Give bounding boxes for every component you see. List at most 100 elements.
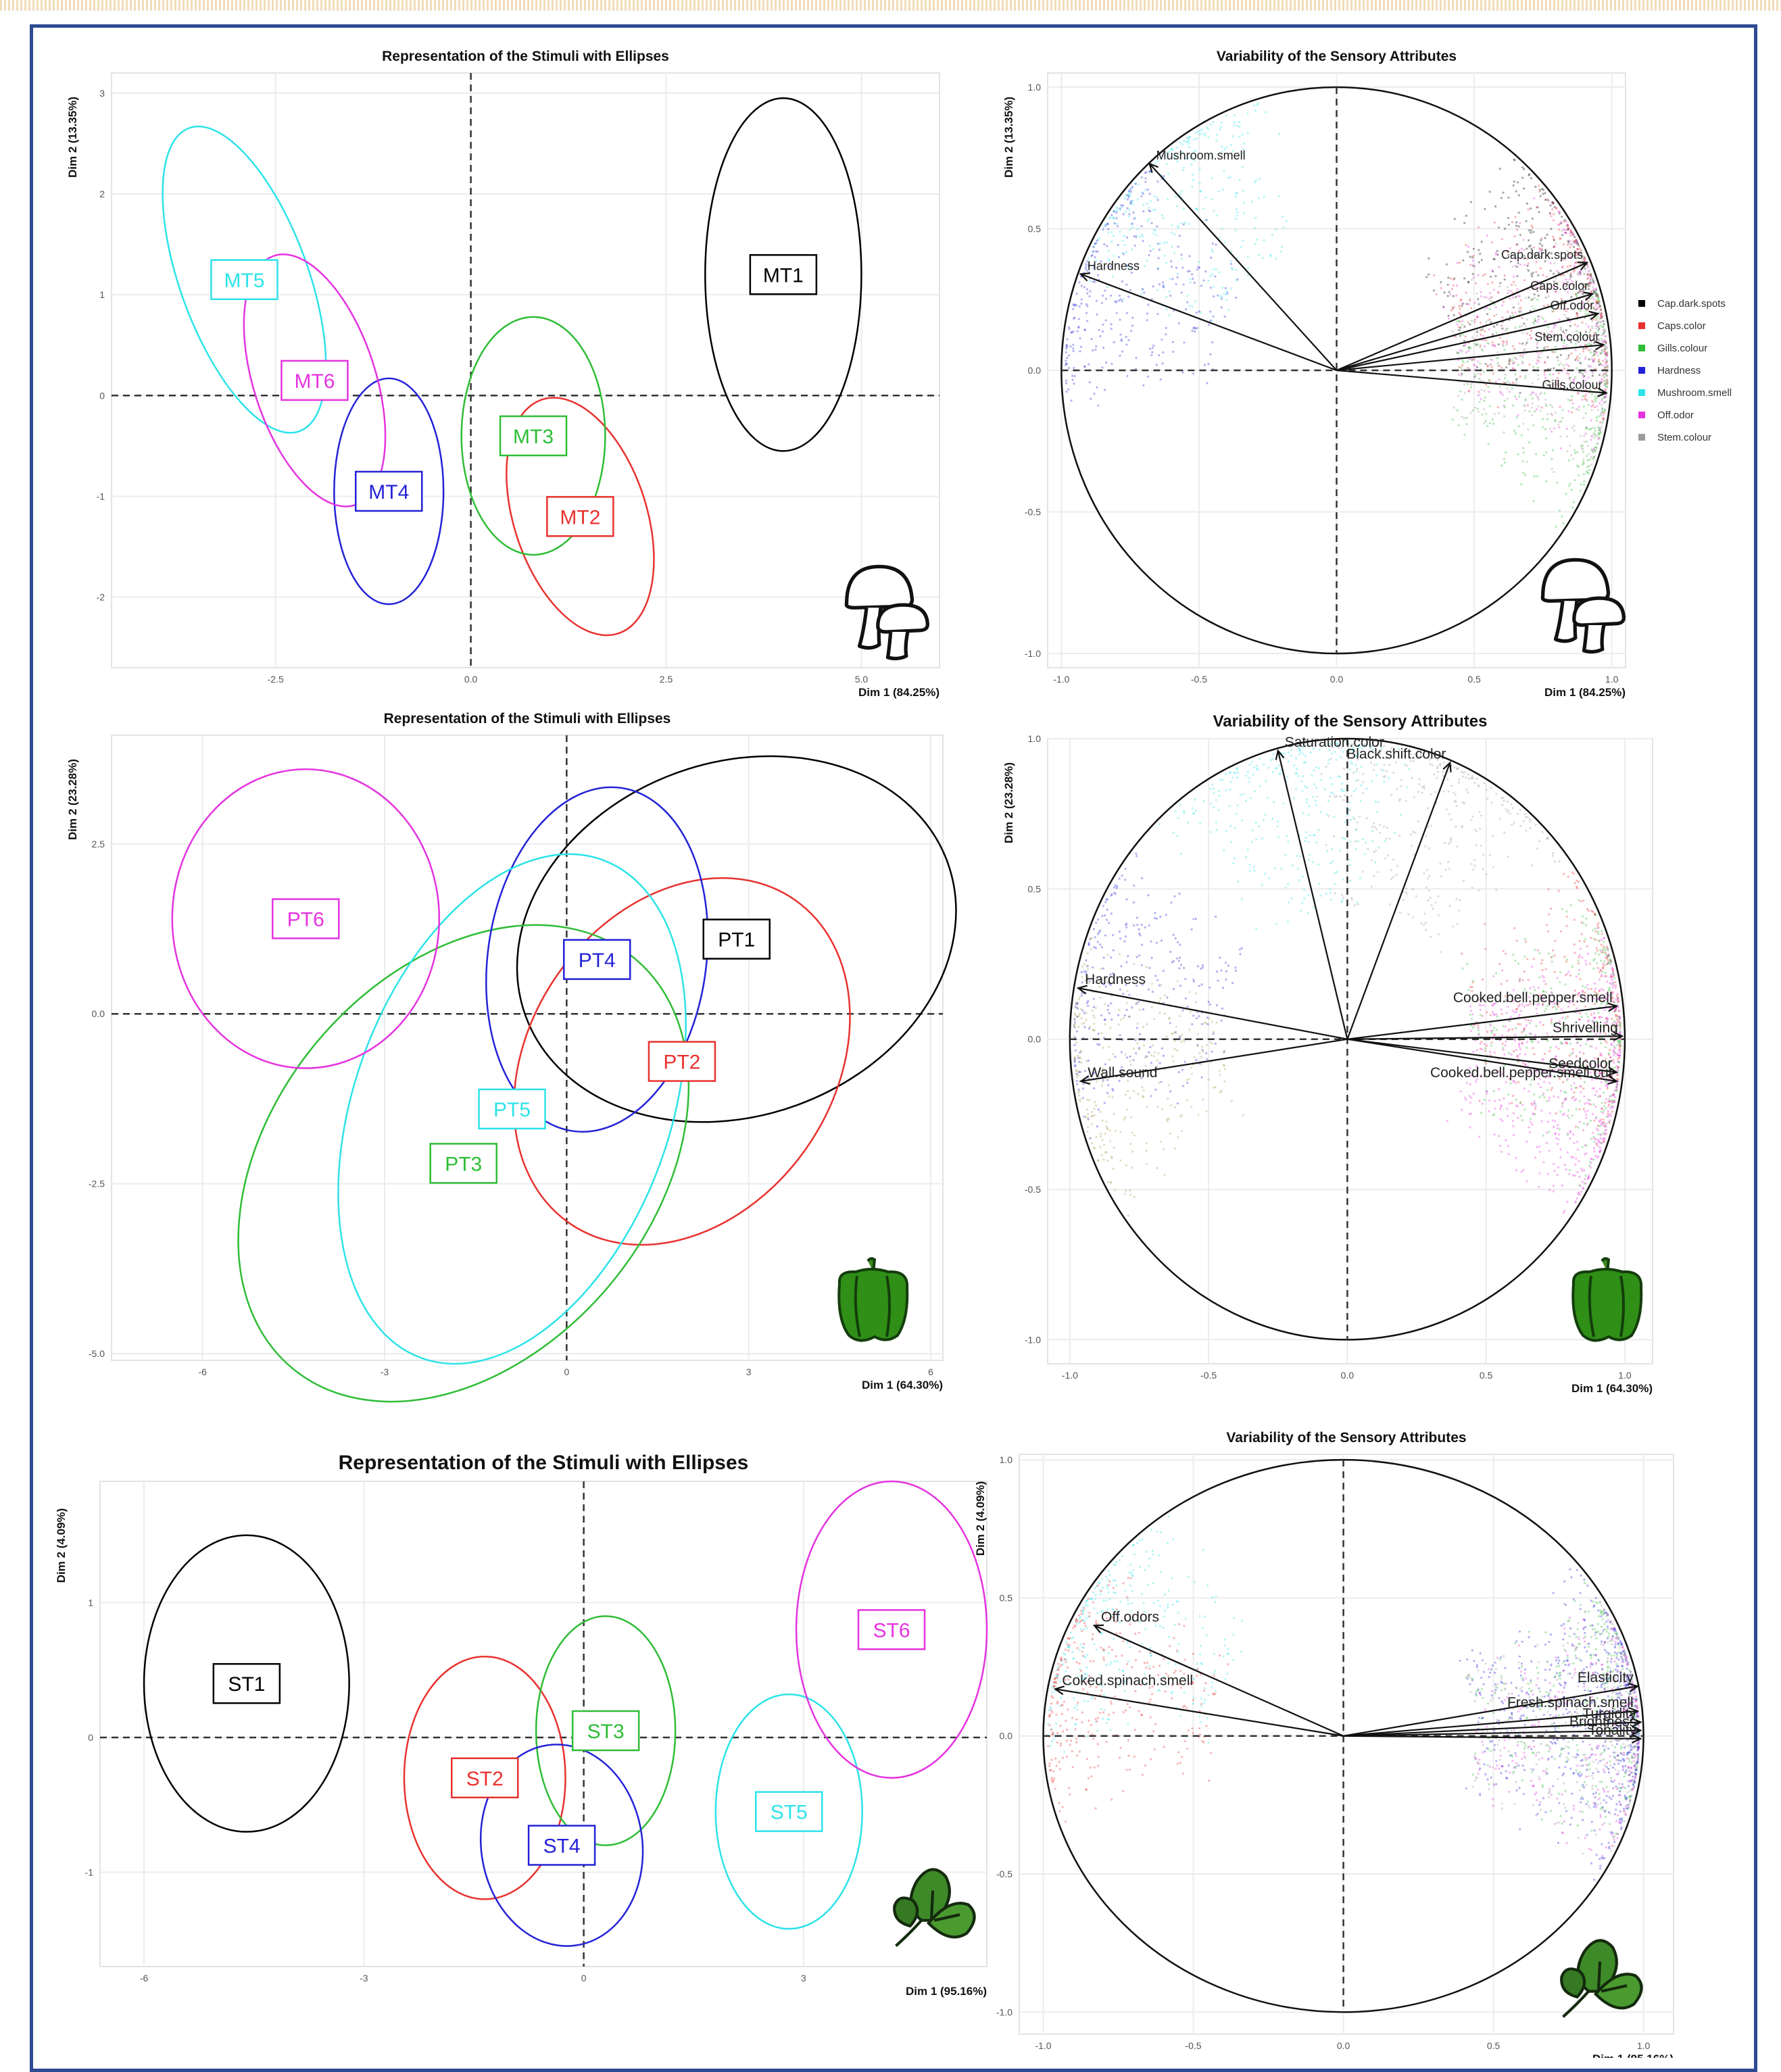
density-point (1211, 274, 1213, 276)
density-point (1174, 1106, 1176, 1108)
density-point (1156, 180, 1158, 182)
density-point (1177, 817, 1179, 819)
density-point (1572, 1175, 1574, 1177)
density-point (1600, 414, 1602, 416)
density-point (1607, 954, 1609, 956)
density-point (1588, 1103, 1590, 1105)
density-point (1605, 364, 1607, 366)
density-point (1455, 295, 1457, 297)
density-point (1538, 360, 1540, 362)
density-point (1459, 335, 1461, 337)
density-point (1075, 1050, 1077, 1052)
density-point (1318, 767, 1320, 769)
density-point (1125, 927, 1127, 929)
density-point (1592, 929, 1594, 931)
density-point (1327, 762, 1329, 764)
density-point (1254, 217, 1257, 219)
density-point (1177, 273, 1179, 275)
density-point (1581, 399, 1583, 401)
density-point (1601, 426, 1603, 428)
density-point (1619, 1052, 1621, 1054)
density-point (1156, 226, 1158, 228)
density-point (1191, 1072, 1193, 1075)
density-point (1509, 1102, 1511, 1104)
density-point (1505, 1081, 1507, 1083)
density-point (1612, 1102, 1614, 1104)
density-point (1081, 994, 1083, 996)
density-point (1201, 132, 1203, 134)
density-point (1607, 962, 1609, 964)
density-point (1553, 1170, 1555, 1172)
density-point (1110, 295, 1112, 297)
density-point (1516, 275, 1518, 277)
density-point (1578, 1176, 1580, 1178)
density-point (1526, 1025, 1528, 1027)
density-point (1079, 1100, 1081, 1102)
density-point (1511, 387, 1513, 389)
density-point (1236, 776, 1238, 779)
density-point (1121, 300, 1123, 302)
density-point (1171, 245, 1173, 247)
density-point (1331, 848, 1333, 850)
density-point (1180, 1041, 1182, 1043)
density-point (1215, 243, 1217, 245)
density-point (1092, 251, 1094, 253)
density-point (1519, 1102, 1521, 1104)
density-point (1096, 1125, 1098, 1127)
density-point (1548, 953, 1550, 955)
legend-label: Stem.colour (1657, 432, 1711, 443)
density-point (1574, 1201, 1576, 1203)
density-point (1618, 1020, 1620, 1022)
density-point (1569, 232, 1571, 234)
density-point (1418, 778, 1420, 780)
density-point (1596, 308, 1598, 310)
density-point (1221, 779, 1223, 781)
density-point (1176, 835, 1178, 837)
density-point (1536, 347, 1538, 349)
density-point (1180, 291, 1182, 293)
density-point (1603, 397, 1605, 399)
density-point (1496, 357, 1498, 359)
density-point (1534, 1108, 1536, 1110)
density-point (1152, 991, 1154, 993)
density-point (1536, 1012, 1538, 1014)
density-point (1612, 971, 1614, 973)
legend-label: Caps.color (1657, 320, 1706, 332)
density-point (1549, 262, 1551, 264)
density-point (1173, 934, 1175, 936)
density-point (1571, 1114, 1573, 1116)
density-point (1099, 943, 1101, 945)
density-point (1531, 305, 1533, 307)
density-point (1287, 883, 1289, 885)
density-point (1546, 276, 1548, 278)
density-point (1301, 902, 1303, 904)
stimulus-label-pt2: PT2 (663, 1052, 700, 1074)
legend-label: Cap.dark.spots (1657, 298, 1726, 310)
density-point (1216, 1004, 1218, 1006)
density-point (1511, 266, 1513, 268)
density-point (1556, 270, 1558, 272)
density-point (1495, 332, 1497, 334)
density-point (1613, 1054, 1615, 1056)
density-point (1362, 838, 1364, 840)
density-point (1447, 276, 1449, 278)
density-point (1166, 163, 1168, 165)
density-point (1449, 293, 1451, 295)
density-point (1547, 888, 1549, 890)
density-point (1590, 1138, 1592, 1140)
density-point (1553, 262, 1555, 264)
density-point (1209, 1041, 1211, 1043)
density-point (1371, 826, 1373, 828)
density-point (1615, 985, 1617, 987)
density-point (1513, 1112, 1515, 1114)
density-point (1552, 373, 1554, 375)
density-point (1357, 903, 1359, 905)
density-point (1578, 969, 1580, 971)
density-point (1514, 960, 1516, 962)
density-point (1102, 347, 1104, 349)
density-point (1181, 257, 1183, 260)
density-point (1605, 1046, 1607, 1048)
density-point (1127, 199, 1129, 201)
density-point (1428, 257, 1430, 260)
density-point (1129, 189, 1131, 191)
